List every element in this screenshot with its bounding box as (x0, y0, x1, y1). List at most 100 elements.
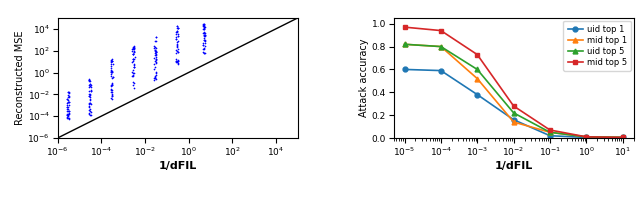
Point (107, 94, 117, 98)
Point (84, 96, 95, 99)
mid top 5 (437, 29, 445, 32)
Point (62, 107, 72, 110)
Legend: uid top 1, mid top 1, uid top 5, mid top 5: uid top 1, mid top 1, uid top 5, mid top… (563, 21, 631, 71)
Point (85, 85, 95, 88)
Point (129, 72, 140, 75)
Point (171, 32, 181, 36)
Point (129, 87, 139, 90)
Point (106, 84, 116, 87)
Point (172, 45, 182, 48)
Point (86, 89, 96, 93)
Point (150, 74, 160, 77)
Point (107, 60, 117, 63)
uid top 1 (582, 136, 590, 139)
Point (84, 79, 94, 82)
Point (84, 95, 95, 98)
Point (106, 67, 116, 70)
Point (172, 43, 182, 46)
Point (199, 28, 209, 31)
uid top 1 (437, 69, 445, 72)
Point (107, 95, 117, 98)
Point (172, 41, 182, 44)
Point (129, 49, 139, 52)
Point (150, 77, 160, 80)
Point (86, 89, 96, 92)
Point (108, 75, 118, 79)
mid top 1 (401, 43, 408, 45)
Point (171, 51, 181, 54)
Point (198, 44, 209, 47)
Point (150, 73, 161, 76)
uid top 1 (510, 119, 518, 121)
Point (171, 59, 181, 62)
Point (86, 89, 96, 92)
Point (150, 52, 161, 56)
Point (85, 97, 95, 101)
mid top 1 (582, 136, 590, 138)
Point (172, 50, 182, 53)
Point (172, 60, 182, 63)
Point (151, 50, 161, 53)
Point (84, 79, 94, 82)
Point (64, 112, 74, 115)
Point (199, 24, 209, 27)
Point (84, 101, 95, 104)
Point (106, 64, 116, 68)
Point (106, 84, 116, 88)
Point (172, 31, 182, 34)
Point (150, 66, 161, 69)
Point (172, 45, 182, 48)
Point (173, 47, 183, 50)
Point (151, 53, 161, 57)
Point (84, 102, 95, 105)
Point (107, 82, 117, 86)
Point (200, 42, 210, 45)
Point (106, 70, 116, 73)
Point (172, 24, 182, 27)
Point (173, 34, 183, 38)
Line: uid top 5: uid top 5 (402, 42, 625, 140)
Point (172, 26, 182, 29)
Point (171, 57, 181, 61)
Point (62, 113, 72, 116)
Point (128, 53, 138, 56)
uid top 5 (582, 136, 590, 138)
Point (63, 101, 73, 104)
Point (106, 58, 116, 61)
Point (63, 98, 73, 102)
Point (108, 75, 118, 78)
Point (198, 51, 209, 54)
Line: mid top 5: mid top 5 (402, 25, 625, 140)
Point (151, 51, 161, 54)
Point (84, 112, 94, 115)
Point (172, 24, 182, 27)
Point (86, 110, 96, 113)
Point (106, 59, 116, 63)
Point (149, 76, 159, 80)
Point (171, 60, 181, 63)
Point (62, 103, 72, 106)
Point (63, 91, 74, 94)
Point (106, 60, 116, 63)
Point (151, 57, 161, 60)
Y-axis label: Reconstructed MSE: Reconstructed MSE (15, 31, 24, 125)
Point (86, 113, 96, 117)
Point (63, 90, 74, 94)
Point (63, 116, 73, 119)
uid top 5 (474, 68, 481, 71)
Point (171, 31, 181, 34)
Point (149, 44, 159, 47)
uid top 5 (619, 136, 627, 139)
Point (150, 59, 160, 63)
Point (85, 107, 95, 110)
Point (127, 83, 138, 87)
Point (62, 114, 72, 117)
Point (63, 101, 74, 104)
Point (107, 70, 117, 74)
Point (150, 49, 160, 52)
Point (200, 34, 210, 37)
Point (107, 59, 117, 62)
Point (150, 60, 161, 64)
Point (129, 57, 139, 60)
Point (173, 58, 183, 62)
